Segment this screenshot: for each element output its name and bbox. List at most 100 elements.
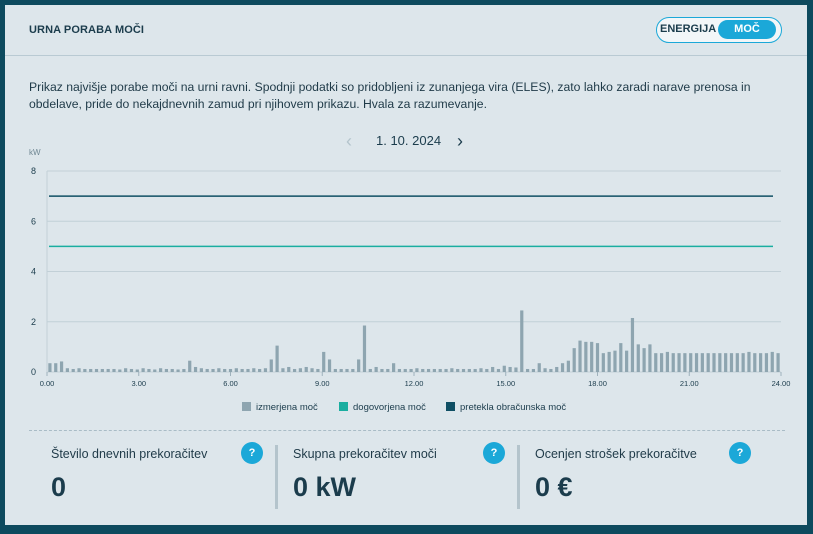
chart-bar [327, 359, 332, 372]
chart-bar [607, 351, 611, 372]
chart-bar [485, 368, 489, 372]
chart-bar [770, 351, 774, 372]
chart-bar [403, 368, 407, 372]
chart-bar [333, 368, 337, 372]
chart-bar [718, 353, 722, 372]
stat-value: 0 kW [293, 472, 357, 502]
chart-bar [566, 360, 570, 372]
chart-bar [683, 353, 687, 372]
chart-bar [141, 368, 145, 372]
toggle-energy-option[interactable]: ENERGIJA [660, 23, 717, 35]
legend-item-previous-billing[interactable]: pretekla obračunska moč [446, 402, 566, 413]
chart-bar [71, 368, 75, 372]
legend-item-contracted[interactable]: dogovorjena moč [339, 402, 426, 413]
chart-bar [135, 369, 139, 372]
chart-bar [228, 368, 233, 372]
chart-bar [170, 368, 174, 372]
legend-label-previous-billing: pretekla obračunska moč [460, 402, 567, 413]
chart-legend: izmerjena moč dogovorjena moč pretekla o… [5, 402, 807, 418]
y-tick-label: 4 [31, 267, 36, 277]
chart-bar [572, 348, 576, 372]
chart-bar [555, 366, 559, 372]
chart-bar [741, 353, 745, 372]
stat-separator [517, 445, 520, 509]
chart-bar [432, 368, 436, 372]
chart-bar [217, 368, 221, 372]
chart-bar [712, 353, 716, 372]
chart-bar [380, 368, 384, 372]
chart-bar [543, 368, 547, 372]
chart-bar [520, 310, 524, 372]
chart-bar [281, 368, 285, 372]
stat-label: Skupna prekoračitev moči [293, 447, 437, 461]
y-tick-label: 8 [31, 166, 36, 176]
chart-bar [205, 368, 209, 372]
chevron-right-icon[interactable]: › [457, 131, 463, 151]
chart-bar [59, 361, 64, 372]
chart-bar [298, 368, 303, 372]
chart-bar [83, 368, 87, 372]
stat-estimated-cost: Ocenjen strošek prekoračitve 0 € ? [535, 442, 760, 510]
chart-bar [351, 368, 355, 372]
x-tick-label: 12.00 [405, 379, 424, 388]
chart-bar [613, 350, 617, 372]
chart-bar [211, 368, 215, 372]
chart-bar [176, 369, 180, 372]
card-header: URNA PORABA MOČI ENERGIJA MOČ [5, 5, 807, 56]
legend-swatch-contracted [339, 402, 348, 411]
chart-bar [316, 368, 320, 372]
chart-bar [706, 353, 710, 372]
chart-bar [158, 368, 163, 372]
chart-bar [357, 359, 361, 372]
legend-item-measured[interactable]: izmerjena moč [242, 402, 318, 413]
power-chart: kW 0 2 4 6 8 0.00 3.00 6.00 9.00 12.00 15.00 18.00 21… [29, 148, 791, 388]
chart-bar [426, 368, 431, 372]
chart-bar [421, 368, 425, 372]
chart-bar [753, 353, 757, 372]
x-tick-label: 0.00 [40, 379, 55, 388]
chart-bar [392, 363, 396, 372]
chart-bar [578, 340, 582, 372]
chart-bar [65, 368, 69, 372]
chart-bar [112, 368, 116, 372]
chart-bar [193, 366, 198, 372]
chart-bar [724, 353, 728, 372]
stat-value: 0 € [535, 472, 573, 502]
chart-bar [415, 368, 419, 372]
chart-bar [368, 368, 372, 372]
y-tick-label: 2 [31, 317, 36, 327]
chart-bar [531, 368, 536, 372]
chart-bar [659, 353, 664, 372]
chart-bar [729, 353, 734, 372]
chart-bar [77, 368, 81, 372]
help-icon[interactable]: ? [729, 442, 751, 464]
legend-swatch-previous-billing [446, 402, 455, 411]
help-icon[interactable]: ? [241, 442, 263, 464]
chart-bar [223, 368, 227, 372]
chart-bar [590, 341, 594, 372]
chart-bar [124, 368, 128, 372]
section-divider [29, 430, 785, 431]
chart-bar [275, 345, 279, 372]
chart-bar [747, 351, 751, 372]
y-tick-label: 6 [31, 216, 36, 226]
legend-label-measured: izmerjena moč [256, 402, 318, 413]
help-icon[interactable]: ? [483, 442, 505, 464]
chart-bar [601, 353, 605, 372]
chart-bar [397, 368, 402, 372]
chart-bar [502, 365, 506, 372]
chart-bar [514, 367, 518, 372]
toggle-power-option[interactable]: MOČ [718, 20, 776, 39]
x-tick-label: 15.00 [496, 379, 515, 388]
chart-bar [759, 353, 763, 372]
chart-bar [671, 353, 675, 372]
chart-bar [386, 368, 390, 372]
x-tick-label: 6.00 [223, 379, 238, 388]
chart-bar [100, 368, 104, 372]
stat-label: Ocenjen strošek prekoračitve [535, 447, 697, 461]
energy-power-toggle[interactable]: ENERGIJA MOČ [656, 17, 782, 43]
chart-bar [106, 368, 110, 372]
page-title: URNA PORABA MOČI [29, 24, 145, 36]
x-tick-label: 24.00 [772, 379, 791, 388]
chevron-left-icon[interactable]: ‹ [346, 131, 352, 151]
